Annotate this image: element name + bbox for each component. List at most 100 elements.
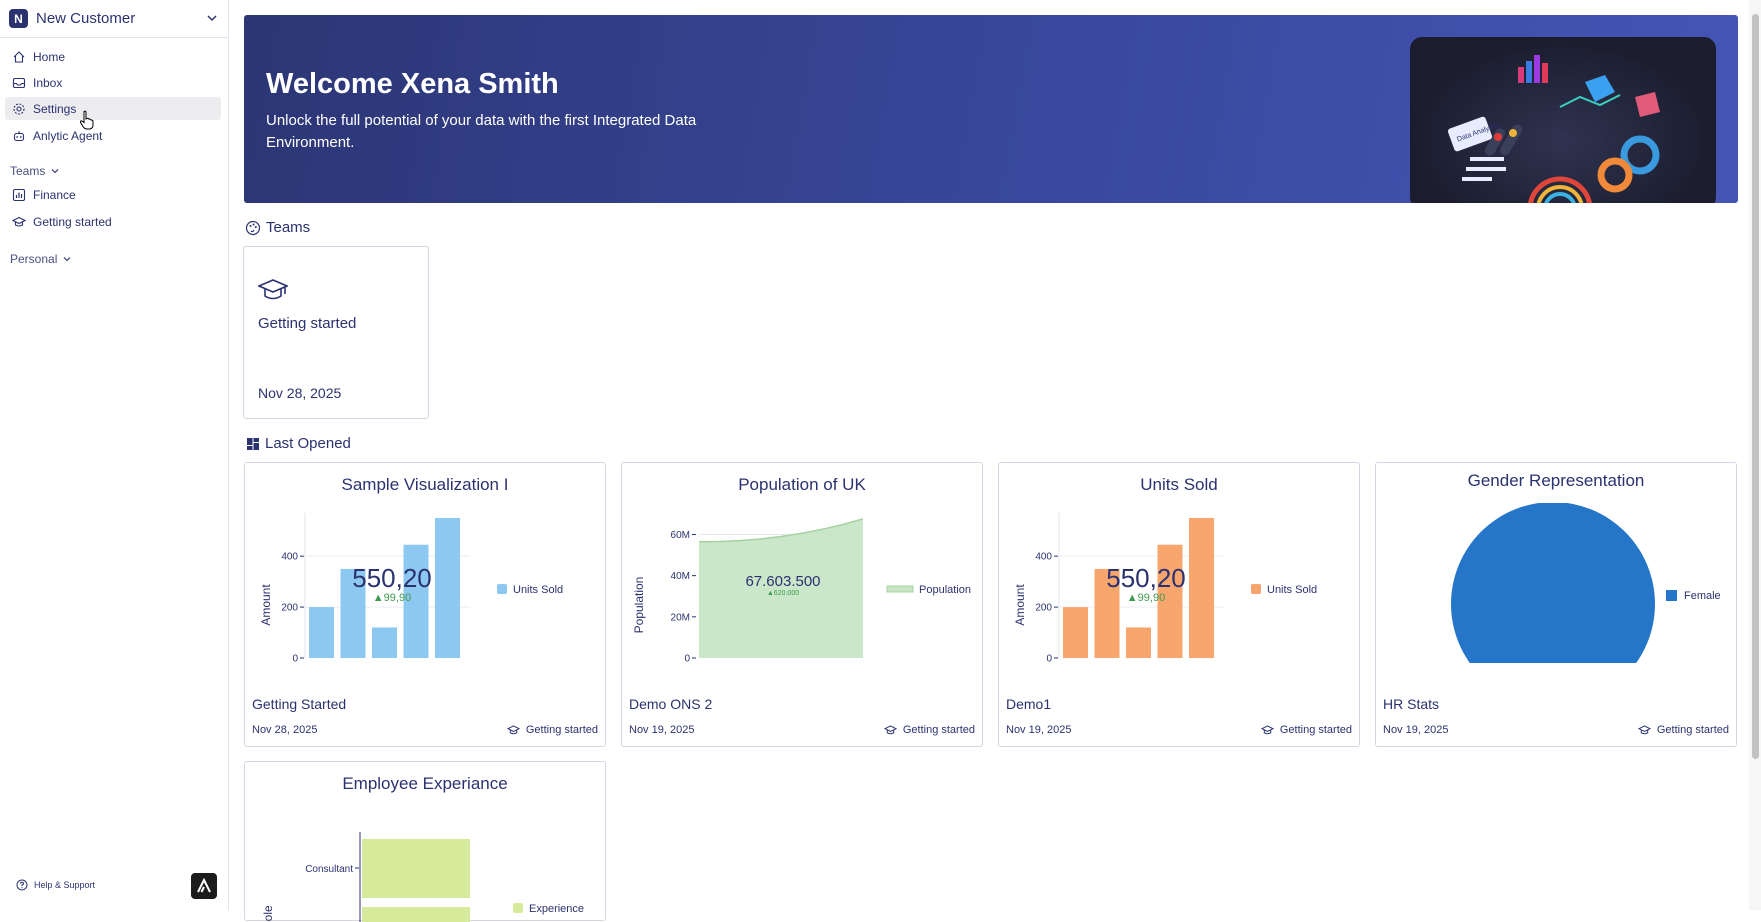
viz-card-name: Getting Started: [252, 696, 347, 712]
team-card-date: Nov 28, 2025: [258, 385, 342, 401]
kpi-value: 550,20: [352, 563, 432, 593]
nav-settings-label: Settings: [33, 101, 77, 116]
viz-card-units-sold[interactable]: Units Sold Amount 0 200 400 550,20 ▲99,90 Uni…: [998, 462, 1360, 747]
bar-chart-icon: [12, 188, 26, 201]
nav-inbox-label: Inbox: [33, 75, 63, 90]
viz-card-date: Nov 28, 2025: [252, 724, 318, 736]
viz-card-team-label: Getting started: [1279, 724, 1352, 736]
workspace-switcher[interactable]: N New Customer: [0, 0, 228, 38]
legend-label: Units Sold: [513, 584, 563, 596]
y-tick-label: 400: [1035, 552, 1052, 563]
viz-card-team-label: Getting started: [902, 724, 975, 736]
bar: [1063, 607, 1088, 658]
personal-heading: Personal: [10, 252, 58, 266]
chevron-down-icon: [207, 15, 217, 22]
help-support-link[interactable]: Help & Support: [16, 879, 95, 891]
legend-label: Female: [1684, 590, 1721, 602]
viz-card-team: Getting started: [1637, 724, 1729, 736]
pie-slice: [1451, 503, 1655, 663]
pie-chart: Female: [1451, 503, 1721, 663]
bar-chart: Amount 0 200 400 550,20▲99,90 Units Sold: [259, 513, 563, 665]
robot-icon: [13, 130, 25, 141]
sidebar-item-finance[interactable]: Finance: [5, 183, 221, 206]
viz-card-team: Getting started: [1260, 724, 1352, 736]
sidebar-item-getting-started[interactable]: Getting started: [5, 210, 221, 233]
welcome-title: Welcome Xena Smith: [266, 68, 559, 100]
y-tick-label: 0: [292, 654, 298, 665]
viz-card-team: Getting started: [883, 724, 975, 736]
scroll-thumb[interactable]: [1752, 14, 1759, 759]
bar: [1157, 544, 1183, 658]
legend-swatch: [886, 585, 914, 593]
y-tick-label: 200: [1035, 603, 1052, 614]
legend-swatch: [1251, 584, 1261, 594]
gear-icon: [13, 102, 25, 115]
viz-card-population-uk[interactable]: Population of UK Population 0 20M 40M 60M 67…: [621, 462, 983, 747]
workspace-logo: N: [9, 9, 28, 28]
viz-card-date: Nov 19, 2025: [629, 724, 695, 736]
graduation-cap-icon: [1637, 724, 1651, 734]
viz-card-title: Population of UK: [738, 475, 866, 494]
teams-section-toggle[interactable]: Teams: [10, 162, 60, 180]
help-icon: [16, 879, 28, 891]
personal-section-toggle[interactable]: Personal: [10, 250, 72, 268]
sidebar: N New Customer Home Inbox Settings Anlyt…: [0, 0, 229, 910]
legend-swatch: [513, 903, 523, 913]
bar: [362, 839, 470, 898]
y-tick-label: 60M: [671, 530, 690, 541]
bar: [372, 627, 397, 658]
viz-card-date: Nov 19, 2025: [1006, 724, 1072, 736]
last-opened-title-text: Last Opened: [265, 435, 351, 452]
sidebar-item-label: Finance: [33, 187, 76, 202]
brand-logo[interactable]: [191, 873, 217, 899]
y-tick-label: 200: [281, 603, 298, 614]
sidebar-item-label: Getting started: [33, 214, 112, 229]
viz-card-title: Sample Visualization I: [341, 475, 509, 494]
bar: [362, 907, 470, 922]
nav-agent[interactable]: Anlytic Agent: [5, 124, 221, 147]
viz-card-date: Nov 19, 2025: [1383, 724, 1449, 736]
viz-card-name: Demo ONS 2: [629, 696, 713, 712]
viz-card-team: Getting started: [506, 724, 598, 736]
bar: [1094, 568, 1120, 658]
viz-card-gender-representation[interactable]: Gender Representation Female HR Stats No…: [1375, 462, 1737, 747]
legend-swatch: [1666, 590, 1677, 601]
home-icon: [13, 50, 25, 63]
nav-inbox[interactable]: Inbox: [5, 71, 221, 94]
y-tick-label: 40M: [671, 571, 690, 582]
nav-agent-label: Anlytic Agent: [33, 128, 103, 143]
teams-section-title: Teams: [245, 219, 310, 236]
nav-home[interactable]: Home: [5, 45, 221, 68]
y-axis-label: Amount: [259, 584, 273, 626]
viz-card-name: Demo1: [1006, 696, 1052, 712]
viz-card-employee-experiance[interactable]: Employee Experiance Role Consultant Exper…: [244, 761, 606, 922]
y-axis-label: Population: [632, 577, 646, 634]
nav-home-label: Home: [33, 49, 66, 64]
team-card[interactable]: Getting started Nov 28, 2025: [243, 246, 429, 419]
nav-settings[interactable]: Settings: [5, 97, 221, 120]
viz-card-sample-visualization[interactable]: Sample Visualization I Amount 0 200 400 550…: [244, 462, 606, 747]
kpi-delta: ▲620.000: [767, 590, 799, 597]
viz-card-team-label: Getting started: [1656, 724, 1729, 736]
graduation-cap-icon: [883, 724, 897, 734]
kpi-value: 67.603.500: [745, 573, 820, 590]
graduation-cap-icon: [506, 724, 520, 734]
area-chart: Population 0 20M 40M 60M 67.603.500▲620.000 P…: [632, 518, 971, 665]
kpi-value: 550,20: [1106, 563, 1186, 593]
palette-icon: [245, 220, 261, 235]
y-tick-label: 0: [684, 654, 690, 665]
welcome-subtitle: Unlock the full potential of your data w…: [266, 112, 697, 151]
legend-label: Experience: [529, 903, 584, 915]
bar: [403, 544, 429, 658]
area-fill: [699, 518, 863, 658]
viz-card-title: Employee Experiance: [342, 774, 508, 793]
chevron-down-icon: [51, 169, 59, 174]
graduation-cap-icon: [1260, 724, 1274, 734]
viz-card-title: Units Sold: [1140, 475, 1218, 494]
y-tick-label: 400: [281, 552, 298, 563]
last-opened-section-title: Last Opened: [246, 435, 351, 452]
inbox-icon: [12, 77, 26, 88]
graduation-cap-icon: [258, 279, 288, 300]
page-scrollbar[interactable]: [1749, 0, 1761, 910]
y-tick-label: 20M: [671, 612, 690, 623]
